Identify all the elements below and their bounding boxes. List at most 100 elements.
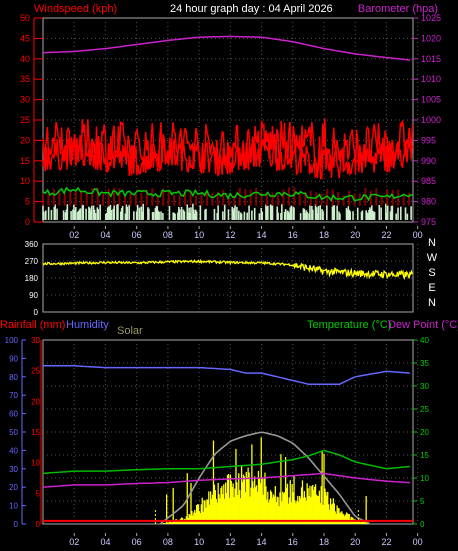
barometer-tick-label: 975 (421, 217, 436, 227)
barometer-tick-label: 1000 (421, 115, 441, 125)
wind-tick-label: 45 (20, 33, 30, 43)
compass-label: E (428, 282, 435, 294)
humidity-tick-label: 40 (9, 446, 18, 455)
x-tick-label: 22 (381, 230, 391, 240)
x-tick-label: 04 (100, 230, 110, 240)
humidity-label: Humidity (66, 319, 109, 331)
x-tick-label: 18 (319, 537, 329, 547)
wind-tick-label: 50 (20, 13, 30, 23)
rain-tick-label: 15 (31, 428, 40, 437)
temperature-tick-label: 10 (420, 474, 429, 483)
temperature-tick-label: 0 (420, 520, 425, 529)
barometer-tick-label: 1005 (421, 95, 441, 105)
x-tick-label: 14 (257, 537, 267, 547)
solar-max-series (159, 431, 370, 525)
humidity-tick-label: 20 (9, 483, 18, 492)
x-tick-label: 16 (288, 537, 298, 547)
dewpoint-label: Dew Point (°C) (388, 319, 458, 331)
barometer-tick-label: 1020 (421, 33, 441, 43)
barometer-label: Barometer (hpa) (358, 3, 438, 15)
x-tick-label: 18 (319, 230, 329, 240)
barometer-tick-label: 1025 (421, 13, 441, 23)
x-tick-label: 02 (69, 537, 79, 547)
compass-label: W (427, 252, 438, 264)
temperature-tick-label: 25 (420, 405, 429, 414)
humidity-tick-label: 10 (9, 502, 18, 511)
temperature-tick-label: 15 (420, 451, 429, 460)
wind-tick-label: 10 (20, 176, 30, 186)
x-tick-label: 00 (413, 537, 423, 547)
rain-tick-label: 20 (31, 397, 40, 406)
x-tick-label: 08 (163, 230, 173, 240)
direction-tick-label: 90 (29, 291, 38, 300)
barometer-tick-label: 980 (421, 197, 436, 207)
rain-tick-label: 10 (31, 459, 40, 468)
wind-tick-label: 30 (20, 95, 30, 105)
rainfall-label: Rainfall (mm) (0, 319, 65, 331)
wind-tick-label: 5 (25, 197, 30, 207)
barometer-tick-label: 1015 (421, 54, 441, 64)
compass-label: S (428, 267, 435, 279)
wind-tick-label: 35 (20, 74, 30, 84)
barometer-tick-label: 1010 (421, 74, 441, 84)
humidity-tick-label: 90 (9, 354, 18, 363)
barometer-series (42, 35, 410, 61)
temperature-series (42, 449, 410, 475)
humidity-tick-label: 50 (9, 428, 18, 437)
humidity-tick-label: 80 (9, 373, 18, 382)
rain-tick-label: 0 (36, 520, 41, 529)
direction-tick-label: 0 (34, 308, 39, 317)
temperature-tick-label: 30 (420, 382, 429, 391)
x-tick-label: 10 (194, 230, 204, 240)
wind-series (42, 136, 414, 180)
x-tick-label: 12 (225, 537, 235, 547)
wind-tick-label: 25 (20, 115, 30, 125)
x-tick-label: 10 (194, 537, 204, 547)
wind-tick-label: 15 (20, 156, 30, 166)
x-tick-label: 22 (381, 537, 391, 547)
x-tick-label: 20 (350, 537, 360, 547)
temperature-tick-label: 35 (420, 359, 429, 368)
temperature-label: Temperature (°C) (307, 319, 391, 331)
temperature-tick-label: 20 (420, 428, 429, 437)
gust-series (42, 118, 414, 179)
avg-wind-series (42, 186, 414, 202)
direction-tick-label: 270 (25, 257, 39, 266)
compass-label: N (428, 237, 436, 249)
humidity-tick-label: 60 (9, 410, 18, 419)
windspeed-label: Windspeed (kph) (34, 3, 117, 15)
solar-label: Solar (117, 325, 143, 337)
wind-tick-label: 20 (20, 135, 30, 145)
x-tick-label: 02 (69, 230, 79, 240)
x-tick-label: 16 (288, 230, 298, 240)
direction-tick-label: 360 (25, 240, 39, 249)
chart-date-label: 24 hour graph day : 04 April 2026 (170, 3, 333, 15)
rain-tick-label: 30 (31, 336, 40, 345)
wind-tick-label: 40 (20, 54, 30, 64)
rain-tick-label: 25 (31, 367, 40, 376)
barometer-tick-label: 995 (421, 135, 436, 145)
temperature-tick-label: 5 (420, 497, 425, 506)
x-tick-label: 12 (225, 230, 235, 240)
rain-tick-label: 5 (36, 489, 41, 498)
x-tick-label: 06 (132, 230, 142, 240)
barometer-tick-label: 985 (421, 176, 436, 186)
compass-label: N (428, 297, 436, 309)
humidity-tick-label: 0 (14, 520, 19, 529)
wind-tick-label: 0 (25, 217, 30, 227)
humidity-tick-label: 70 (9, 391, 18, 400)
direction-series (42, 258, 413, 281)
temperature-tick-label: 40 (420, 336, 429, 345)
x-tick-label: 06 (132, 537, 142, 547)
dewpoint-series (42, 472, 410, 488)
x-tick-label: 08 (163, 537, 173, 547)
humidity-tick-label: 30 (9, 465, 18, 474)
x-tick-label: 20 (350, 230, 360, 240)
barometer-tick-label: 990 (421, 156, 436, 166)
x-tick-label: 00 (413, 230, 423, 240)
x-tick-label: 04 (100, 537, 110, 547)
direction-tick-label: 180 (25, 274, 39, 283)
humidity-tick-label: 100 (5, 336, 19, 345)
